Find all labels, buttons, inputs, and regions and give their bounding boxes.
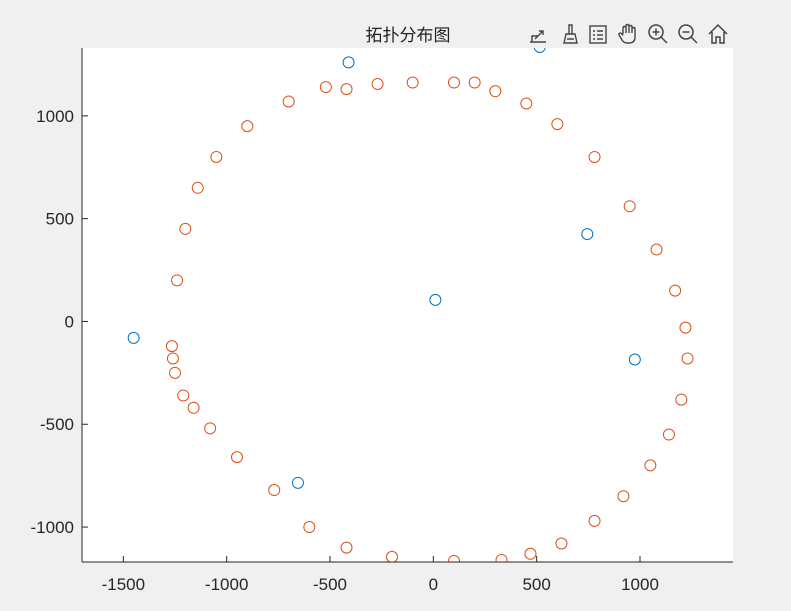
data-point [231,451,243,464]
data-point [187,401,200,414]
data-point [628,353,641,366]
data-point [581,228,594,241]
data-point [165,340,178,353]
data-point [171,274,184,287]
data-point [179,222,192,235]
data-point [342,56,355,69]
series-1 [127,48,641,489]
y-tick-label: 500 [46,210,74,229]
data-point [650,243,663,256]
data-point [520,97,533,110]
data-point [169,366,181,379]
data-point [662,428,675,441]
data-point [681,352,694,365]
data-point [127,331,140,344]
home-icon[interactable] [704,20,731,47]
data-point [340,83,353,96]
data-point [644,459,657,472]
x-tick-label: -500 [313,575,347,594]
data-point [268,484,281,497]
x-tick-label: 0 [429,575,438,594]
data-point [679,321,692,334]
data-point [371,77,384,90]
data-point [448,76,460,89]
series-2 [165,76,694,562]
data-point [675,393,688,406]
data-point [495,553,508,562]
data-point [386,550,398,562]
data-point [524,547,537,560]
pan-hand-icon[interactable] [614,20,641,47]
data-point [303,521,316,534]
data-point [210,150,223,163]
data-point [191,181,204,194]
x-tick-label: 500 [522,575,550,594]
data-point [617,490,630,503]
data-point [177,389,190,402]
y-tick-label: -1000 [31,518,74,537]
data-point [204,422,217,435]
zoom-in-icon[interactable] [644,20,671,47]
data-point [291,476,304,489]
y-tick-label: -500 [40,415,74,434]
data-point [555,537,568,550]
data-point [282,95,295,108]
data-point [623,200,636,213]
zoom-out-icon[interactable] [674,20,701,47]
x-tick-label: -1000 [205,575,248,594]
data-point [489,85,502,98]
legend-icon[interactable] [584,20,611,47]
data-point [533,48,546,53]
data-point [429,293,442,306]
data-point [669,284,682,297]
data-point [241,120,254,133]
axes-toolbar [524,20,731,48]
data-point [588,514,601,527]
data-point [468,76,481,89]
export-icon[interactable] [524,20,551,47]
x-tick-label: -1500 [102,575,145,594]
data-point [340,541,353,554]
data-point [551,118,564,131]
chart-title: 拓扑分布图 [366,26,451,46]
data-point [166,352,179,365]
x-tick-label: 1000 [621,575,659,594]
data-point [406,76,419,89]
y-tick-label: 0 [65,312,74,331]
axes-background [82,48,733,562]
data-point [319,81,332,94]
data-point [588,150,601,163]
y-tick-label: 1000 [36,107,74,126]
data-point [448,554,460,562]
brush-icon[interactable] [554,20,581,47]
